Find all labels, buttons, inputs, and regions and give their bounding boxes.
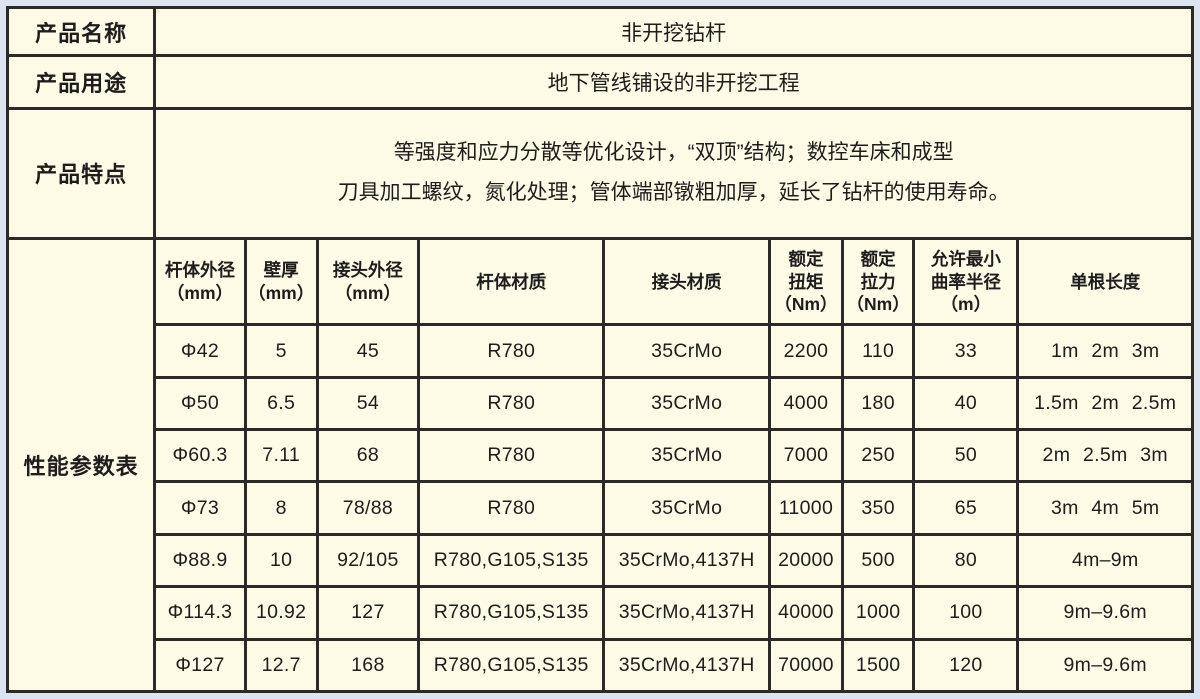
cell-joint-material: 35CrMo <box>602 480 771 536</box>
product-use-label: 产品用途 <box>5 54 157 110</box>
cell-rod-material: R780,G105,S135 <box>416 585 606 641</box>
cell-radius: 100 <box>912 585 1020 641</box>
cell-joint-material: 35CrMo <box>602 428 771 484</box>
cell-radius: 80 <box>912 532 1020 589</box>
cell-pull: 1000 <box>841 585 916 641</box>
cell-length: 9m–9.6m <box>1016 585 1194 641</box>
cell-pull: 250 <box>841 428 916 484</box>
cell-rod-material: R780,G105,S135 <box>416 637 606 693</box>
cell-wall: 7.11 <box>243 428 319 484</box>
header-rod-material: 杆体材质 <box>416 237 606 327</box>
cell-pull: 500 <box>841 532 916 589</box>
cell-wall: 10.92 <box>243 585 319 641</box>
cell-joint-od: 78/88 <box>315 480 421 536</box>
cell-torque: 11000 <box>767 480 845 536</box>
product-name-value: 非开挖钻杆 <box>153 5 1194 58</box>
cell-wall: 12.7 <box>243 637 319 693</box>
cell-torque: 2200 <box>767 323 845 379</box>
param-row-73: Φ73 8 78/88 R780 35CrMo 11000 350 65 3m … <box>8 480 1194 536</box>
product-use-row: 产品用途 地下管线铺设的非开挖工程 <box>5 54 1194 110</box>
cell-joint-od: 127 <box>315 585 421 641</box>
cell-joint-material: 35CrMo <box>602 375 771 432</box>
cell-joint-material: 35CrMo,4137H <box>602 637 771 693</box>
cell-rod-material: R780,G105,S135 <box>416 532 606 589</box>
cell-od: Φ114.3 <box>153 585 247 641</box>
product-features-row: 产品特点 等强度和应力分散等优化设计，“双顶”结构；数控车床和成型 刀具加工螺纹… <box>5 106 1194 241</box>
cell-joint-od: 92/105 <box>315 532 421 589</box>
features-line-1: 等强度和应力分散等优化设计，“双顶”结构；数控车床和成型 <box>393 141 954 165</box>
product-name-label: 产品名称 <box>5 5 157 58</box>
header-rod-od: 杆体外径 （mm） <box>153 237 247 327</box>
cell-radius: 33 <box>912 323 1020 379</box>
param-row-50: Φ50 6.5 54 R780 35CrMo 4000 180 40 1.5m … <box>8 375 1194 432</box>
param-row-42: Φ42 5 45 R780 35CrMo 2200 110 33 1m 2m 3… <box>8 323 1194 379</box>
param-row-60: Φ60.3 7.11 68 R780 35CrMo 7000 250 50 2m… <box>8 428 1194 484</box>
cell-od: Φ73 <box>153 480 247 536</box>
cell-joint-od: 45 <box>315 323 421 379</box>
cell-od: Φ50 <box>153 375 247 432</box>
cell-torque: 70000 <box>767 637 845 693</box>
cell-torque: 7000 <box>767 428 845 484</box>
header-wall-thickness: 壁厚 （mm） <box>243 237 319 327</box>
cell-radius: 120 <box>912 637 1020 693</box>
cell-wall: 10 <box>243 532 319 589</box>
cell-length: 3m 4m 5m <box>1016 480 1194 536</box>
cell-pull: 1500 <box>841 637 916 693</box>
header-min-bend-radius: 允许最小 曲率半径 （m） <box>912 237 1020 327</box>
header-rated-torque: 额定 扭矩 （Nm） <box>767 237 845 327</box>
product-features-value: 等强度和应力分散等优化设计，“双顶”结构；数控车床和成型 刀具加工螺纹，氮化处理… <box>153 106 1194 241</box>
cell-rod-material: R780 <box>416 428 606 484</box>
cell-radius: 50 <box>912 428 1020 484</box>
cell-pull: 180 <box>841 375 916 432</box>
cell-pull: 350 <box>841 480 916 536</box>
cell-wall: 8 <box>243 480 319 536</box>
header-rated-pull: 额定 拉力 （Nm） <box>841 237 916 327</box>
cell-joint-material: 35CrMo <box>602 323 771 379</box>
product-use-value: 地下管线铺设的非开挖工程 <box>153 54 1194 110</box>
cell-joint-material: 35CrMo,4137H <box>602 532 771 589</box>
cell-wall: 5 <box>243 323 319 379</box>
cell-joint-od: 168 <box>315 637 421 693</box>
product-spec-sheet: 产品名称 非开挖钻杆 产品用途 地下管线铺设的非开挖工程 产品特点 等强度和应力… <box>5 5 1194 693</box>
cell-pull: 110 <box>841 323 916 379</box>
header-joint-material: 接头材质 <box>602 237 771 327</box>
cell-wall: 6.5 <box>243 375 319 432</box>
header-single-length: 单根长度 <box>1016 237 1194 327</box>
cell-joint-od: 54 <box>315 375 421 432</box>
param-row-127: Φ127 12.7 168 R780,G105,S135 35CrMo,4137… <box>8 637 1194 693</box>
params-table-label: 性能参数表 <box>5 237 157 693</box>
features-line-2: 刀具加工螺纹，氮化处理；管体端部镦粗加厚，延长了钻杆的使用寿命。 <box>337 181 1010 205</box>
cell-radius: 65 <box>912 480 1020 536</box>
cell-torque: 40000 <box>767 585 845 641</box>
cell-length: 1m 2m 3m <box>1016 323 1194 379</box>
product-name-row: 产品名称 非开挖钻杆 <box>5 5 1194 58</box>
cell-rod-material: R780 <box>416 480 606 536</box>
cell-od: Φ127 <box>153 637 247 693</box>
cell-torque: 4000 <box>767 375 845 432</box>
cell-joint-od: 68 <box>315 428 421 484</box>
product-spec-table: 产品名称 非开挖钻杆 产品用途 地下管线铺设的非开挖工程 产品特点 等强度和应力… <box>5 5 1194 693</box>
header-joint-od: 接头外径 （mm） <box>315 237 421 327</box>
cell-length: 1.5m 2m 2.5m <box>1016 375 1194 432</box>
cell-torque: 20000 <box>767 532 845 589</box>
cell-length: 4m–9m <box>1016 532 1194 589</box>
param-row-114: Φ114.3 10.92 127 R780,G105,S135 35CrMo,4… <box>8 585 1194 641</box>
param-row-88: Φ88.9 10 92/105 R780,G105,S135 35CrMo,41… <box>8 532 1194 589</box>
product-features-label: 产品特点 <box>5 106 157 241</box>
cell-rod-material: R780 <box>416 323 606 379</box>
cell-od: Φ88.9 <box>153 532 247 589</box>
params-header-row: 性能参数表 杆体外径 （mm） 壁厚 （mm） 接头外径 （mm） 杆体材质 接… <box>5 237 1194 693</box>
cell-joint-material: 35CrMo,4137H <box>602 585 771 641</box>
cell-od: Φ42 <box>153 323 247 379</box>
cell-rod-material: R780 <box>416 375 606 432</box>
cell-length: 2m 2.5m 3m <box>1016 428 1194 484</box>
cell-radius: 40 <box>912 375 1020 432</box>
cell-od: Φ60.3 <box>153 428 247 484</box>
cell-length: 9m–9.6m <box>1016 637 1194 693</box>
